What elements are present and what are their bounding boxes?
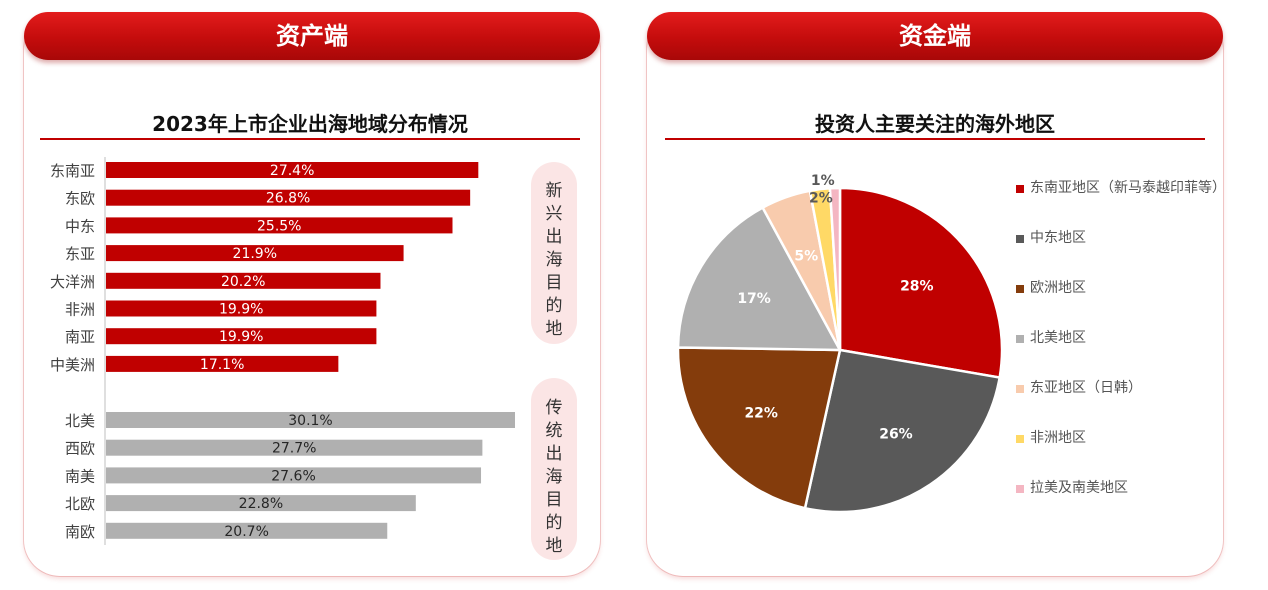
pie-value-label: 2% (809, 190, 833, 206)
pie-value-label: 22% (744, 405, 778, 421)
pie-value-label: 17% (737, 291, 771, 307)
bar-非洲 (106, 300, 377, 317)
bar-value-label: 19.9% (219, 329, 263, 345)
bar-category-label: 东南亚 (50, 162, 95, 180)
pie-slice-4 (676, 205, 843, 352)
legend-swatch (1016, 485, 1024, 493)
bar-chart-title: 2023年上市企业出海地域分布情况 (152, 112, 468, 136)
legend-swatch (1016, 235, 1024, 243)
pie-slice-7 (828, 186, 842, 351)
legend-swatch (1016, 435, 1024, 443)
bar-中东 (106, 217, 453, 234)
asset-side-banner: 资产端 (24, 12, 600, 60)
bar-category-label: 东欧 (65, 190, 95, 208)
pie-title-rule (665, 138, 1205, 140)
pie-value-label: 26% (879, 426, 913, 442)
bar-category-label: 中东 (65, 217, 95, 235)
bar-南亚 (106, 328, 377, 345)
tag-character: 出 (546, 227, 563, 247)
bar-category-label: 南亚 (65, 328, 95, 346)
tag-character: 目 (546, 490, 563, 510)
bar-南美 (106, 467, 482, 484)
pie-slice-1 (838, 186, 1004, 380)
bar-value-label: 27.7% (272, 441, 316, 457)
bar-北欧 (106, 495, 416, 512)
pie-chart-title: 投资人主要关注的海外地区 (815, 112, 1055, 136)
tag-character: 地 (546, 536, 563, 556)
bar-value-label: 20.7% (224, 524, 268, 540)
bar-value-label: 22.8% (239, 496, 283, 512)
legend-label: 中东地区 (1030, 230, 1086, 246)
bar-value-label: 17.1% (200, 357, 244, 373)
bar-东亚 (106, 245, 404, 262)
bar-category-label: 非洲 (65, 301, 95, 319)
legend-label: 东亚地区（日韩） (1030, 380, 1142, 396)
pie-slice-2 (803, 348, 1002, 514)
bar-value-label: 26.8% (266, 191, 310, 207)
bar-category-label: 北美 (65, 412, 95, 430)
bar-南欧 (106, 522, 388, 539)
bar-东南亚 (106, 162, 479, 178)
bar-title-rule (40, 138, 580, 140)
bar-category-label: 南欧 (65, 523, 95, 541)
tag-character: 地 (546, 319, 563, 339)
emerging-tag-bg (531, 162, 577, 344)
legend-label: 欧洲地区 (1030, 280, 1086, 296)
tag-character: 海 (546, 467, 563, 487)
bar-chart: 东南亚 27.4% 东欧 26.8% 中东 25.5% 东亚 21.9% 大洋洲 20.2% 非洲 1… (50, 157, 577, 560)
bar-value-label: 25.5% (257, 218, 301, 234)
bar-西欧 (106, 439, 483, 456)
legend-swatch (1016, 285, 1024, 293)
bar-中美洲 (106, 355, 339, 372)
traditional-tag-bg (531, 378, 577, 560)
bar-category-label: 大洋洲 (50, 273, 95, 291)
capital-side-banner: 资金端 (647, 12, 1223, 60)
bar-value-label: 30.1% (288, 413, 332, 429)
legend-label: 东南亚地区（新马泰越印菲等） (1030, 180, 1226, 196)
bar-北美 (106, 412, 515, 428)
bar-value-label: 21.9% (233, 246, 277, 262)
bar-category-label: 东亚 (65, 245, 95, 263)
pie-value-label: 5% (794, 248, 818, 264)
bar-category-label: 中美洲 (50, 356, 95, 374)
bar-category-label: 北欧 (65, 495, 95, 513)
bar-东欧 (106, 189, 471, 206)
legend-swatch (1016, 185, 1024, 193)
bar-category-label: 南美 (65, 467, 95, 485)
legend-label: 拉美及南美地区 (1030, 480, 1128, 496)
legend-swatch (1016, 335, 1024, 343)
legend-label: 北美地区 (1030, 330, 1086, 346)
bar-value-label: 27.4% (270, 163, 314, 179)
bar-大洋洲 (106, 272, 381, 289)
tag-character: 目 (546, 273, 563, 293)
tag-character: 的 (546, 296, 563, 316)
tag-character: 的 (546, 513, 563, 533)
bar-category-label: 西欧 (65, 440, 95, 458)
bar-value-label: 19.9% (219, 302, 263, 318)
legend-swatch (1016, 385, 1024, 393)
pie-value-label: 1% (811, 173, 835, 189)
tag-character: 兴 (546, 204, 563, 224)
tag-character: 统 (546, 421, 563, 441)
pie-slice-3 (676, 346, 842, 510)
tag-character: 海 (546, 250, 563, 270)
legend-label: 非洲地区 (1030, 430, 1086, 446)
tag-character: 出 (546, 444, 563, 464)
tag-character: 传 (546, 398, 563, 418)
bar-value-label: 27.6% (271, 468, 315, 484)
pie-value-label: 28% (900, 278, 934, 294)
tag-character: 新 (546, 181, 563, 201)
bar-value-label: 20.2% (221, 274, 265, 290)
